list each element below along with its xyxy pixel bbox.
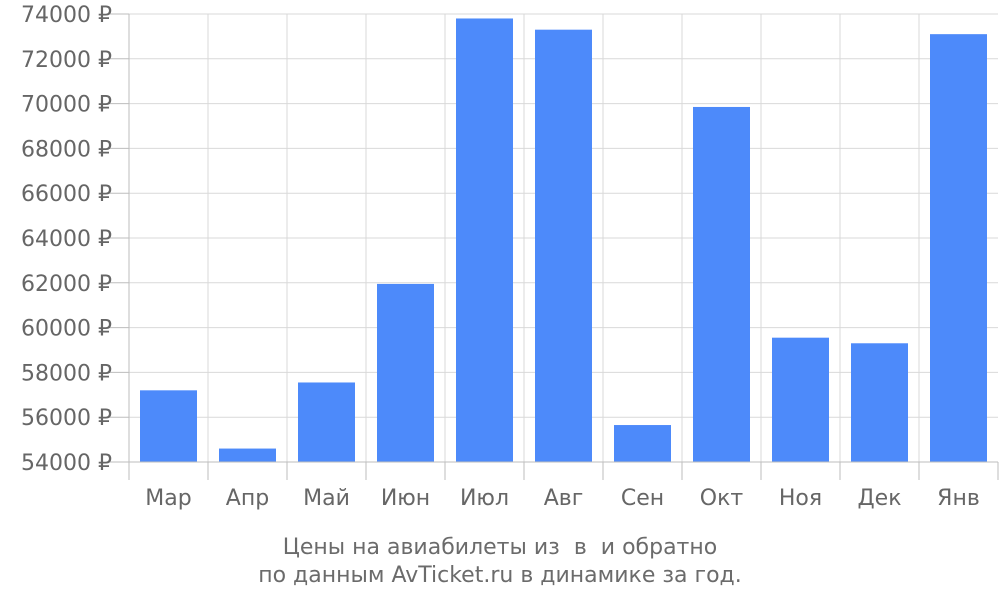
x-tick-label: Июл [460,486,509,511]
bar [140,390,197,462]
bar [614,425,671,462]
axes [107,13,999,480]
x-tick-label: Июн [381,486,430,511]
bar [298,382,355,462]
y-tick-label: 54000 ₽ [21,451,112,476]
x-tick-label: Май [303,486,350,511]
bar [377,283,434,462]
x-tick-label: Апр [226,486,269,511]
chart-caption-line-1: Цены на авиабилеты из в и обратно [282,535,718,560]
x-tick-label: Янв [937,486,980,511]
y-tick-labels: 54000 ₽ 56000 ₽ 58000 ₽ 60000 ₽ 62000 ₽ 64000… [21,3,112,476]
chart-caption-line-2: по данным AvTicket.ru в динамике за год. [258,563,742,588]
y-tick-label: 56000 ₽ [21,406,112,431]
bar [693,106,750,463]
bars [140,18,987,463]
y-tick-label: 58000 ₽ [21,361,112,386]
bar [772,337,829,462]
y-tick-label: 70000 ₽ [21,93,112,118]
bar [930,34,987,462]
y-tick-label: 74000 ₽ [21,3,112,28]
y-tick-label: 72000 ₽ [21,48,112,73]
x-tick-label: Сен [621,486,664,511]
x-tick-label: Мар [145,486,191,511]
x-tick-label: Дек [857,486,901,511]
x-tick-labels: Мар Апр Май Июн Июл Авг Сен Окт Ноя Дек Янв [145,486,980,511]
x-tick-label: Ноя [779,486,822,511]
y-tick-label: 66000 ₽ [21,182,112,207]
y-tick-label: 62000 ₽ [21,272,112,297]
bar [535,29,592,463]
x-tick-label: Авг [544,486,584,511]
bar [219,448,276,462]
x-tick-label: Окт [700,486,744,511]
bar [456,18,513,462]
y-tick-label: 68000 ₽ [21,137,112,162]
y-tick-label: 60000 ₽ [21,317,112,342]
y-tick-label: 64000 ₽ [21,227,112,252]
bar-chart: 54000 ₽ 56000 ₽ 58000 ₽ 60000 ₽ 62000 ₽ 64000… [21,3,999,511]
bar [851,343,908,462]
